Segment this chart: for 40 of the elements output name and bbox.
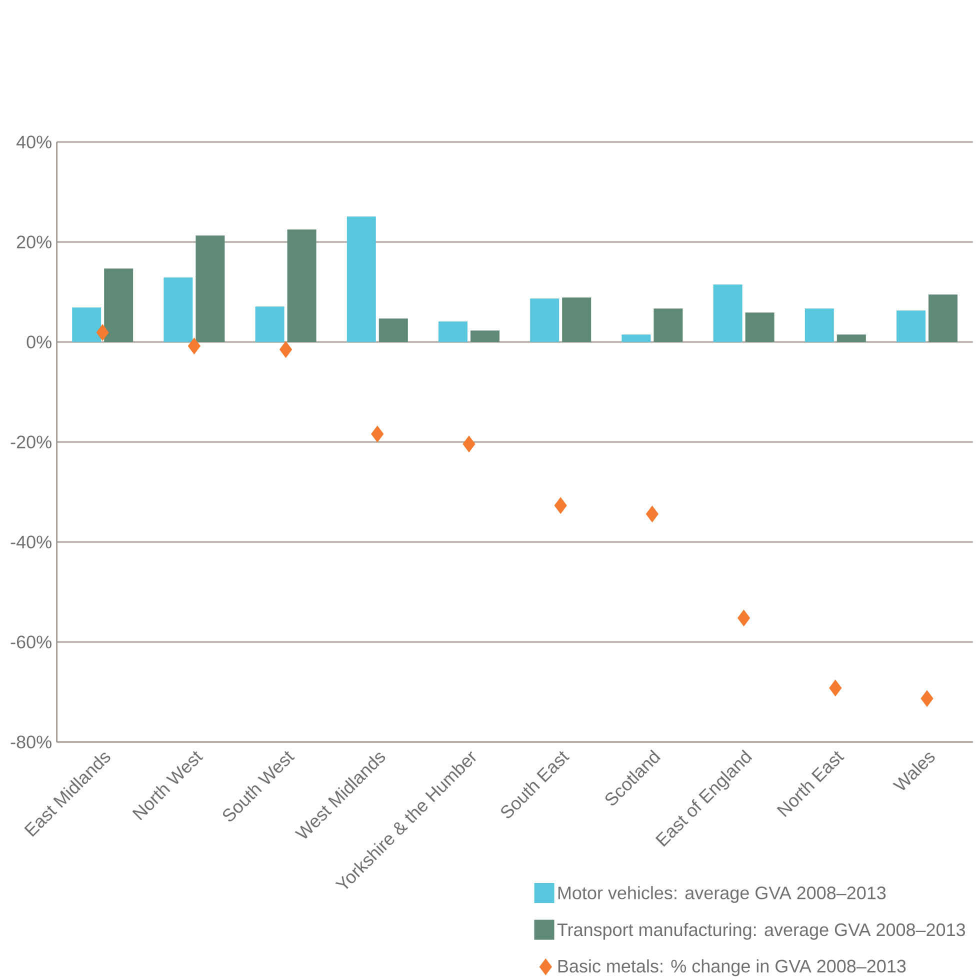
point — [280, 341, 292, 358]
bar — [530, 298, 560, 342]
bar — [654, 308, 683, 342]
point — [646, 506, 658, 522]
bar — [928, 294, 958, 342]
point — [462, 436, 476, 452]
y-tick-label: -60% — [10, 636, 52, 649]
legend-label: Motor vehicles: average GVA 2008–2013 — [558, 886, 886, 904]
bar — [896, 310, 926, 342]
y-tick-label: -40% — [10, 536, 52, 549]
bar — [287, 230, 316, 342]
bar — [346, 216, 376, 342]
y-tick-label: 20% — [16, 236, 52, 249]
point — [554, 497, 567, 514]
bar — [104, 268, 134, 342]
y-tick-label: 0% — [26, 336, 52, 349]
point — [738, 610, 750, 626]
y-tick-label: 40% — [16, 136, 52, 149]
bar — [562, 298, 592, 342]
bar — [196, 236, 225, 342]
bar — [470, 330, 500, 342]
y-tick-label: -20% — [10, 436, 52, 449]
legend-label: Basic metals: % change in GVA 2008–2013 — [558, 959, 906, 976]
bar — [804, 308, 834, 342]
y-tick-label: -80% — [10, 736, 52, 749]
legend-label: Transport manufacturing: average GVA 2008–2013 — [557, 923, 966, 940]
bar — [164, 278, 193, 342]
point — [829, 680, 842, 696]
bar — [378, 318, 408, 342]
bar — [438, 322, 468, 342]
bar — [72, 308, 102, 342]
point — [920, 690, 934, 707]
point — [188, 338, 200, 354]
bar — [836, 334, 866, 342]
point — [96, 324, 109, 341]
bar — [255, 306, 284, 342]
point — [371, 426, 384, 442]
bar — [745, 312, 774, 342]
bar — [622, 334, 651, 342]
bar — [713, 284, 742, 342]
